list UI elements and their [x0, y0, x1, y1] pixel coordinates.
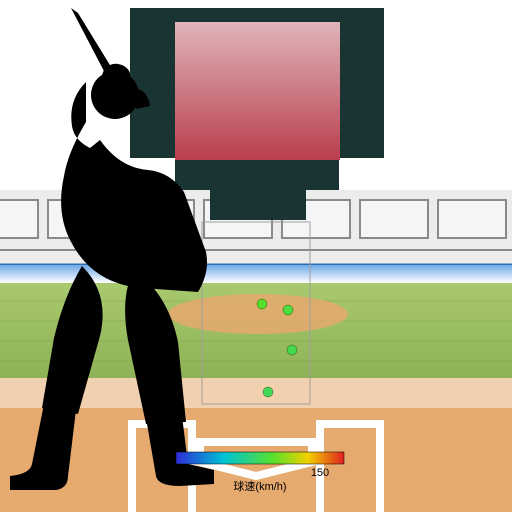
- legend-label: 球速(km/h): [233, 479, 286, 493]
- pitch-location-chart: 100 150 球速(km/h): [0, 0, 512, 512]
- svg-text:100: 100: [191, 467, 209, 479]
- svg-text:150: 150: [311, 467, 329, 479]
- pitchers-mound: [168, 294, 348, 334]
- chart-svg: 100 150 球速(km/h): [0, 0, 512, 512]
- scoreboard-screen: [175, 22, 340, 160]
